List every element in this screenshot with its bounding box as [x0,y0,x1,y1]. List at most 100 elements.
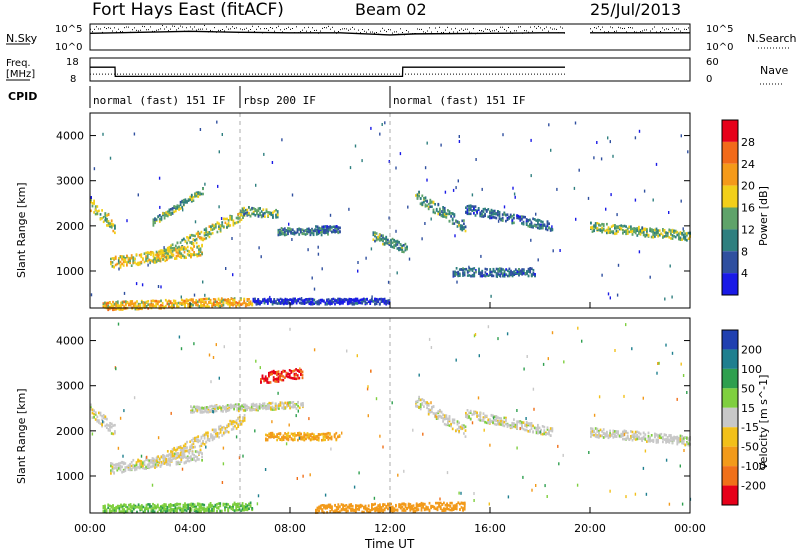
noise-sample-point [122,31,123,33]
power-echo-cell [394,244,397,247]
power-echo-cell [240,298,242,302]
power-echo-cell [503,205,506,209]
velocity-echo-cell [260,405,263,408]
power-echo-cell [513,213,515,217]
power-echo-cell [173,248,176,252]
velocity-echo-cell [218,435,220,439]
power-echo-cell [216,221,219,224]
power-echo-cell [662,236,664,239]
power-echo-cell [211,305,214,308]
velocity-echo-cell [158,459,161,462]
power-echo-cell [356,302,359,305]
velocity-echo-cell [266,404,269,407]
velocity-echo-cell [208,505,210,509]
velocity-echo-cell [238,505,241,509]
velocity-echo-cell [450,422,452,426]
noise-sample-point [280,29,281,31]
power-echo-cell [145,304,148,308]
noise-sample-point [544,28,545,30]
velocity-echo-cell [188,451,191,455]
power-echo-cell [678,236,680,240]
velocity-echo-cell [277,370,280,373]
power-echo-cell [532,273,535,276]
power-echo-cell [649,227,651,230]
power-echo-cell [120,306,122,309]
velocity-echo-cell [463,508,466,511]
velocity-echo-cell [173,446,176,450]
noise-sample-point [638,32,639,34]
power-echo-cell [152,299,154,303]
velocity-echo-cell [446,507,448,511]
power-echo-cell [370,298,373,301]
power-echo-cell [454,273,456,276]
power-echo-cell [482,215,485,218]
velocity-echo-cell [181,452,184,455]
velocity-echo-cell [209,502,212,505]
power-echo-cell [160,249,163,252]
power-echo-cell [443,215,446,218]
power-echo-cell [282,302,285,306]
velocity-echo-cell [147,507,150,511]
noise-sample-point [636,31,637,33]
velocity-echo-cell [379,510,381,513]
velocity-echo-cell [497,422,499,426]
power-echo-cell [165,248,168,252]
power-echo-cell [408,257,411,261]
power-echo-cell [120,301,122,305]
power-echo-cell [130,264,133,267]
noise-sample-point [124,27,125,29]
noise-sample-point [266,28,267,30]
power-echo-cell [649,275,651,279]
velocity-echo-cell [231,405,234,409]
date-label: 25/Jul/2013 [590,0,681,19]
power-echo-cell [299,228,302,231]
power-echo-cell [606,231,608,235]
noise-sample-point [594,27,595,29]
noise-sample-point [686,28,687,30]
power-echo-cell [165,214,168,217]
power-echo-cell [437,202,440,206]
power-echo-cell [471,205,474,208]
noise-sample-point [258,26,259,28]
power-echo-cell [206,303,209,307]
noise-sample-point [190,26,191,28]
power-echo-cell [686,239,688,242]
noise-sample-point [256,28,257,30]
power-echo-cell [426,204,428,208]
velocity-echo-cell [448,415,451,418]
velocity-echo-cell [419,403,422,406]
power-echo-cell [213,224,216,227]
power-echo-cell [634,231,637,235]
noise-sample-point [564,32,565,34]
velocity-echo-cell [112,432,115,436]
power-echo-cell [385,238,388,241]
noise-sample-point [336,32,337,34]
velocity-echo-cell [110,462,112,465]
power-echo-cell [126,301,129,305]
noise-sample-point [142,25,143,27]
power-echo-cell [362,297,365,301]
power-echo-cell [316,302,319,306]
noise-sample-point [176,29,177,31]
power-echo-cell [107,308,110,312]
velocity-echo-cell [451,501,453,505]
velocity-echo-cell [329,436,331,440]
noise-sample-point [412,33,413,35]
power-echo-cell [276,302,279,305]
power-echo-cell [121,255,123,258]
power-echo-cell [616,213,618,217]
velocity-echo-cell [325,436,328,439]
velocity-echo-cell [203,443,206,446]
velocity-echo-cell [435,507,437,510]
velocity-echo-cell [126,510,129,513]
power-echo-cell [424,166,427,170]
velocity-echo-cell [185,456,187,459]
noise-sample-point [678,28,679,30]
power-echo-cell [442,215,444,218]
power-echo-cell [296,230,299,233]
power-echo-cell [319,298,322,302]
power-echo-cell [424,196,427,199]
power-echo-cell [198,191,201,195]
velocity-echo-cell [292,434,294,437]
power-echo-cell [200,238,203,241]
